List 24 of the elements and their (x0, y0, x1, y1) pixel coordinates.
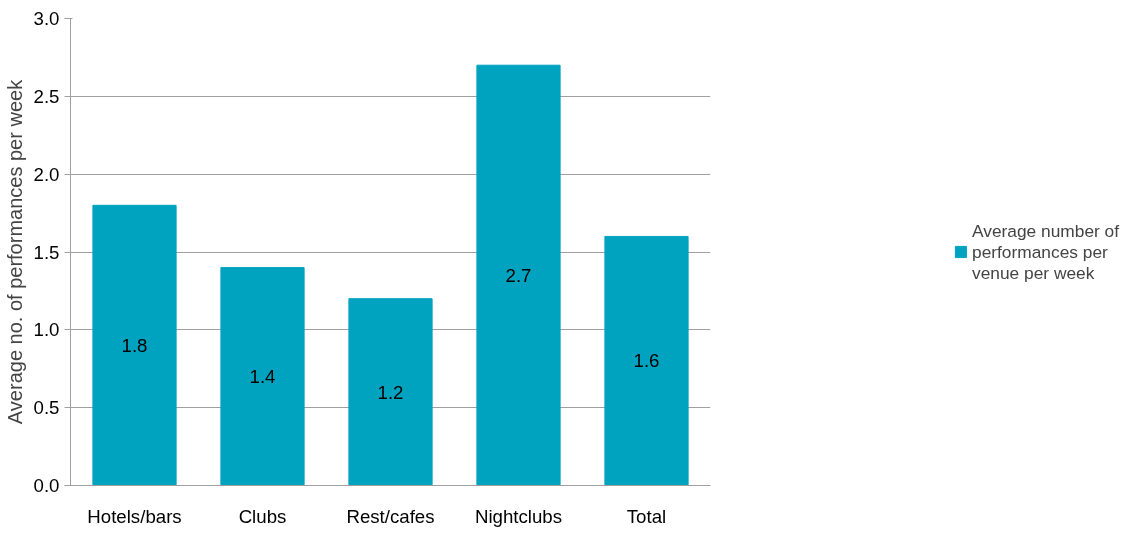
bar (348, 298, 433, 486)
x-tick-label: Nightclubs (474, 505, 563, 527)
y-tick-label: 1.5 (33, 241, 60, 263)
data-label: 2.7 (505, 264, 532, 286)
data-label: 1.8 (121, 334, 148, 356)
data-label: 1.2 (377, 381, 404, 403)
x-tick-label: Rest/cafes (346, 505, 435, 527)
y-tick-label: 1.0 (33, 319, 60, 341)
y-tick-label: 0.5 (33, 397, 60, 419)
y-tick-label: 2.0 (33, 163, 60, 185)
bar (604, 235, 689, 486)
y-tick-label: 2.5 (33, 85, 60, 107)
legend-label: Average number of performances per venue per week (972, 220, 1121, 283)
bar (92, 204, 177, 486)
y-tick-label: 3.0 (33, 8, 60, 29)
x-tick-label: Hotels/bars (87, 505, 182, 527)
bar (220, 267, 305, 486)
data-label: 1.6 (633, 350, 660, 372)
y-axis-title: Average no. of performances per week (3, 78, 26, 425)
bar (476, 64, 561, 486)
x-tick-label: Clubs (238, 505, 287, 527)
x-tick-label: Total (626, 505, 667, 527)
y-tick-label: 0.0 (33, 475, 60, 496)
data-label: 1.4 (249, 366, 276, 388)
